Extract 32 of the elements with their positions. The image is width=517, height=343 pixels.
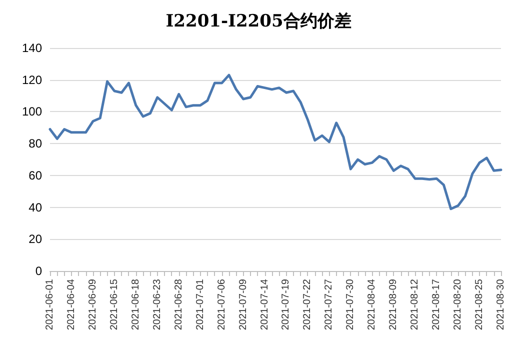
y-tick-label: 20: [28, 232, 42, 246]
y-tick-label: 40: [28, 200, 42, 214]
y-tick-label: 0: [35, 264, 42, 278]
x-tick-label: 2021-08-25: [474, 278, 486, 330]
x-tick-label: 2021-06-15: [108, 278, 120, 330]
x-tick-label: 2021-08-20: [452, 278, 464, 330]
y-tick-label: 140: [22, 41, 42, 55]
x-tick-label: 2021-06-01: [44, 278, 56, 330]
x-tick-label: 2021-06-04: [66, 278, 77, 330]
x-tick-label: 2021-08-30: [496, 278, 506, 330]
x-tick-label: 2021-06-28: [173, 278, 184, 330]
x-tick-label: 2021-06-18: [130, 278, 142, 330]
x-tick-label: 2021-08-04: [366, 278, 378, 330]
x-tick-label: 2021-07-14: [259, 278, 270, 330]
line-series: [48, 74, 502, 210]
x-tick-label: 2021-07-01: [194, 278, 206, 330]
x-tick-label: 2021-07-30: [345, 278, 356, 330]
y-tick-label: 120: [22, 72, 42, 87]
y-tick-label: 100: [22, 104, 42, 119]
x-tick-label: 2021-08-09: [388, 278, 400, 330]
y-tick-label: 80: [28, 136, 42, 151]
x-tick-label: 2021-07-22: [302, 278, 314, 330]
x-tick-label: 2021-07-09: [238, 278, 249, 330]
x-tick-label: 2021-08-17: [431, 278, 442, 330]
x-tick-label: 2021-06-23: [152, 278, 163, 330]
x-tick-label: 2021-07-27: [324, 278, 335, 330]
x-tick-label: 2021-08-12: [410, 278, 421, 330]
chart-title: I2201-I2205合约价差: [166, 12, 352, 32]
x-tick-label: 2021-07-06: [216, 278, 228, 330]
x-tick-label: 2021-06-09: [87, 278, 98, 330]
y-tick-label: 60: [28, 168, 42, 182]
x-tick-label: 2021-07-19: [280, 278, 292, 330]
